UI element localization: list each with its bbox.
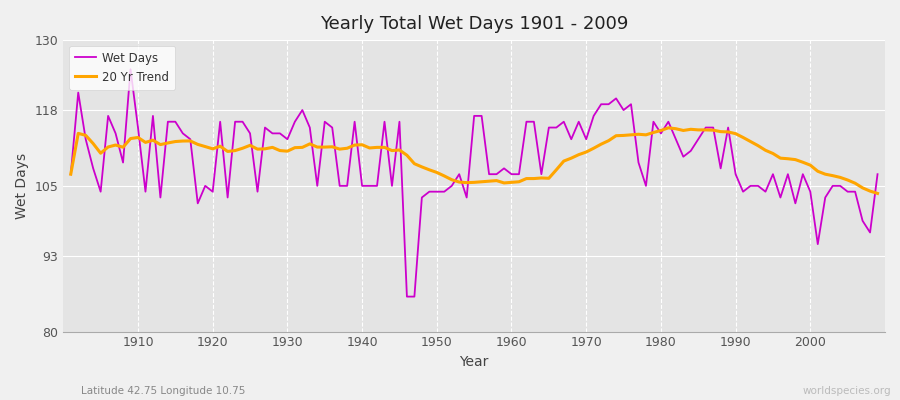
20 Yr Trend [125,136,136,141]
20 Yr Trend [66,172,77,176]
Text: worldspecies.org: worldspecies.org [803,386,891,396]
Legend: Wet Days, 20 Yr Trend: Wet Days, 20 Yr Trend [69,46,176,90]
Y-axis label: Wet Days: Wet Days [15,153,29,219]
Wet Days [521,119,532,124]
20 Yr Trend [290,145,301,150]
Wet Days [401,294,412,299]
Wet Days [132,125,143,130]
20 Yr Trend [663,126,674,130]
Title: Yearly Total Wet Days 1901 - 2009: Yearly Total Wet Days 1901 - 2009 [320,15,628,33]
Wet Days [872,172,883,176]
Line: Wet Days: Wet Days [71,69,878,297]
Wet Days [514,172,525,176]
20 Yr Trend [506,180,517,185]
20 Yr Trend [499,180,509,185]
Text: Latitude 42.75 Longitude 10.75: Latitude 42.75 Longitude 10.75 [81,386,246,396]
Wet Days [66,172,77,176]
20 Yr Trend [334,147,345,152]
Line: 20 Yr Trend: 20 Yr Trend [71,128,878,194]
X-axis label: Year: Year [460,355,489,369]
20 Yr Trend [872,191,883,196]
Wet Days [297,108,308,112]
Wet Days [342,184,353,188]
20 Yr Trend [596,142,607,146]
Wet Days [611,96,622,101]
Wet Days [125,67,136,72]
